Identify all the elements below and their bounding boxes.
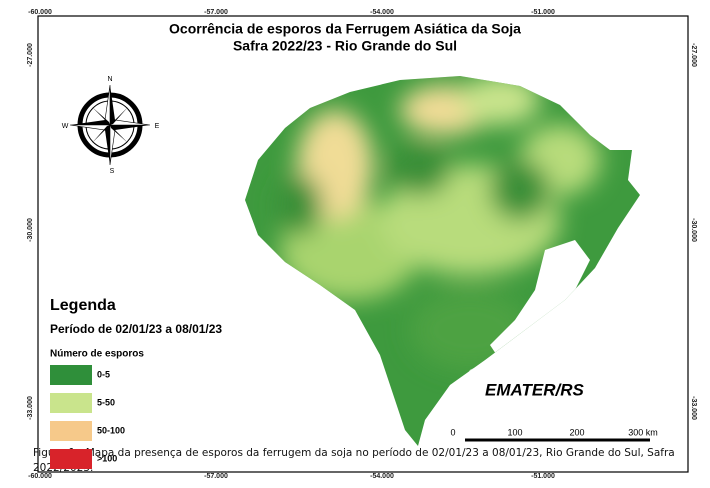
compass-letter: N [107,76,112,83]
compass-letter: S [110,168,115,175]
compass-letter: W [62,123,69,130]
compass [69,84,151,166]
compass-letter: E [155,123,160,130]
map-title: Ocorrência de esporos da Ferrugem Asiáti… [169,21,521,37]
legend-label: 50-100 [97,425,125,435]
legend-swatch [50,365,92,385]
scale-label: 0 [450,427,455,437]
lagoon [490,240,590,360]
legend-period: Período de 02/01/23 a 08/01/23 [50,322,222,336]
state-shape [245,76,640,446]
longitude-label: -51.000 [531,9,555,16]
legend-label: 0-5 [97,369,110,379]
legend-swatch [50,393,92,413]
legend-label: >100 [97,453,117,463]
scale-label: 300 km [628,427,658,437]
legend-swatch [50,449,92,469]
latitude-label: -30.000 [27,218,34,242]
longitude-label: -54.000 [370,473,394,480]
longitude-label: -57.000 [204,473,228,480]
longitude-label: -60.000 [28,473,52,480]
latitude-label: -33.000 [27,396,34,420]
longitude-label: -54.000 [370,9,394,16]
longitude-label: -60.000 [28,9,52,16]
map-title: Safra 2022/23 - Rio Grande do Sul [233,38,457,54]
frame [37,15,689,473]
logo: EMATER/RS [485,380,585,399]
latitude-label: -33.000 [690,396,697,420]
scale-label: 200 [569,427,584,437]
legend-swatch [50,421,92,441]
density-blobs [278,76,600,370]
legend-subtitle: Número de esporos [50,349,144,360]
latitude-label: -30.000 [690,218,697,242]
longitude-label: -57.000 [204,9,228,16]
caption: Figura 1 - Mapa da presença de esporos d… [33,447,675,474]
legend-title: Legenda [50,297,116,314]
latitude-label: -27.000 [27,43,34,67]
latitude-label: -27.000 [690,43,697,67]
scale-label: 100 [507,427,522,437]
legend-label: 5-50 [97,397,115,407]
longitude-label: -51.000 [531,473,555,480]
